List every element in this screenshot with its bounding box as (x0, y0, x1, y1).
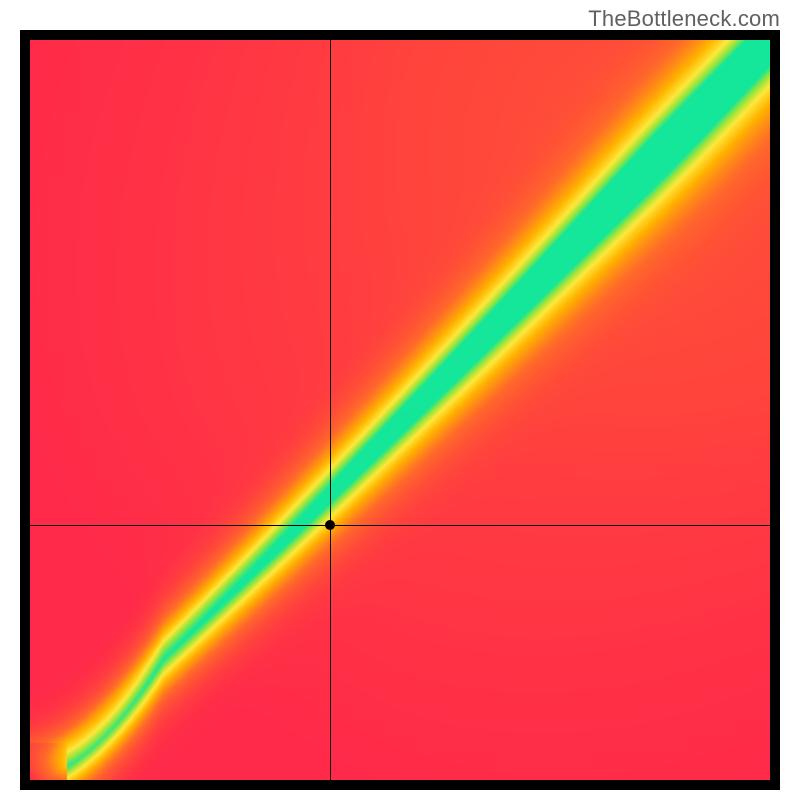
chart-container: TheBottleneck.com (0, 0, 800, 800)
watermark-text: TheBottleneck.com (588, 6, 780, 32)
heatmap-canvas (30, 40, 770, 780)
plot-frame (20, 30, 780, 790)
